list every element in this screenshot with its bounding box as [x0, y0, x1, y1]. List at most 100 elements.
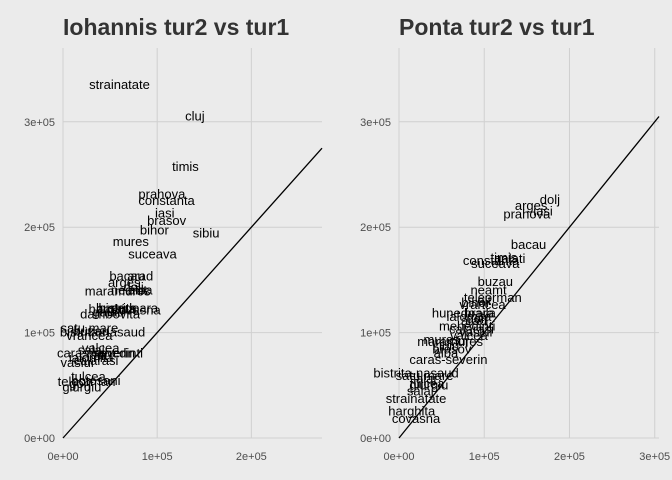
iohannis-point-label: caras-severin: [57, 346, 135, 361]
ponta-point-label: constanta: [463, 253, 520, 268]
ponta-point-label: harghita: [388, 404, 436, 419]
iohannis-point-label: buzau: [74, 324, 109, 339]
iohannis-point-label: salaj: [78, 343, 105, 358]
ponta-point-label: valcea: [450, 328, 488, 343]
iohannis-chart-title: Iohannis tur2 vs tur1: [63, 14, 290, 40]
ponta-point-label: gorj: [467, 311, 489, 326]
iohannis-point-label: satu mare: [60, 320, 118, 335]
ponta-point-label: brasov: [432, 341, 472, 356]
iohannis-point-label: tulcea: [71, 369, 106, 384]
ponta-point-label: caras-severin: [409, 352, 487, 367]
ponta-point-label: maramures: [417, 334, 483, 349]
iohannis-point-label: mehedinti: [87, 346, 143, 361]
ponta-point-label: alba: [434, 346, 459, 361]
ponta-point-label: prahova: [503, 207, 551, 222]
ponta-point-label: timis: [490, 250, 517, 265]
ponta-point-label: olt: [477, 293, 491, 308]
ponta-point-label: bihor: [461, 295, 491, 310]
ponta-x-tick-label: 0e+00: [384, 451, 415, 463]
ponta-point-label: neamt: [470, 282, 507, 297]
iohannis-point-label: prahova: [138, 187, 186, 202]
ponta-point-label: mehedinti: [439, 318, 495, 333]
iohannis-point-label: bihor: [140, 222, 170, 237]
iohannis-point-label: sibiu: [193, 226, 220, 241]
iohannis-point-label: olt: [94, 348, 108, 363]
ponta-point-label: sibiu: [433, 338, 460, 353]
iohannis-point-label: calarasi: [74, 353, 119, 368]
iohannis-point-label: botosani: [71, 373, 120, 388]
iohannis-point-label: mures: [113, 234, 150, 249]
iohannis-point-label: cluj: [185, 109, 205, 124]
ponta-point-label: cluj: [449, 333, 469, 348]
ponta-y-tick-label: 2e+05: [360, 222, 391, 234]
iohannis-point-label: dolj: [124, 279, 144, 294]
ponta-point-label: buzau: [478, 274, 513, 289]
iohannis-reference-line: [62, 147, 323, 439]
ponta-y-tick-label: 1e+05: [360, 328, 391, 340]
ponta-reference-line: [398, 116, 660, 439]
iohannis-x-tick-label: 2e+05: [236, 451, 267, 463]
ponta-y-tick-label: 0e+00: [360, 433, 391, 445]
iohannis-point-label: brasov: [147, 213, 187, 228]
iohannis-point-label: maramures: [85, 283, 151, 298]
iohannis-point-label: bistrita-nasaud: [60, 325, 145, 340]
iohannis-point-label: gorj: [69, 376, 91, 391]
ponta-point-label: arges: [515, 198, 548, 213]
iohannis-point-label: harghita: [88, 301, 136, 316]
ponta-x-tick-label: 1e+05: [469, 451, 500, 463]
iohannis-y-tick-label: 3e+05: [24, 117, 55, 129]
ponta-chart-title: Ponta tur2 vs tur1: [399, 14, 595, 40]
ponta-point-label: bistrita-nasaud: [373, 366, 458, 381]
ponta-point-label: satu mare: [396, 368, 454, 383]
iohannis-point-label: arges: [108, 275, 141, 290]
ponta-point-label: calarasi: [449, 321, 494, 336]
ponta-x-tick-label: 2e+05: [554, 451, 585, 463]
ponta-point-label: tulcea: [410, 376, 445, 391]
iohannis-point-label: valcea: [82, 340, 120, 355]
iohannis-point-label: arad: [127, 269, 153, 284]
iohannis-point-label: teleorman: [58, 374, 116, 389]
iohannis-point-label: suceava: [128, 247, 177, 262]
ponta-point-label: vaslui: [459, 325, 492, 340]
iohannis-point-label: giurgiu: [62, 379, 101, 394]
ponta-point-label: salaj: [409, 371, 436, 386]
ponta-point-label: bacau: [511, 237, 546, 252]
ponta-point-label: braila: [464, 306, 497, 321]
iohannis-point-label: vaslui: [61, 355, 94, 370]
ponta-point-label: arad: [461, 313, 487, 328]
iohannis-y-tick-label: 2e+05: [24, 222, 55, 234]
iohannis-point-label: iasi: [155, 205, 175, 220]
iohannis-x-tick-label: 1e+05: [142, 451, 173, 463]
ponta-point-label: giurgiu: [409, 377, 448, 392]
iohannis-point-label: alba: [128, 282, 153, 297]
ponta-point-label: ialomita: [447, 309, 493, 324]
ponta-point-label: hunedoara: [432, 306, 495, 321]
iohannis-point-label: bacau: [109, 269, 144, 284]
ponta-point-label: covasna: [392, 411, 441, 426]
ponta-point-label: strainatate: [386, 391, 447, 406]
ponta-point-label: vrancea: [459, 297, 506, 312]
iohannis-point-label: timis: [172, 159, 199, 174]
iohannis-y-tick-label: 1e+05: [24, 328, 55, 340]
ponta-point-label: mures: [424, 332, 461, 347]
iohannis-x-tick-label: 0e+00: [48, 451, 79, 463]
ponta-point-label: teleorman: [464, 290, 522, 305]
ponta-point-label: suceava: [471, 256, 520, 271]
iohannis-point-label: neamt: [111, 282, 148, 297]
iohannis-point-label: strainatate: [89, 77, 150, 92]
ponta-point-label: dolj: [540, 192, 560, 207]
iohannis-y-tick-label: 0e+00: [24, 433, 55, 445]
iohannis-point-label: constanta: [138, 193, 195, 208]
ponta-point-label: galati: [494, 251, 525, 266]
ponta-y-tick-label: 3e+05: [360, 117, 391, 129]
iohannis-point-label: dambovita: [80, 307, 141, 322]
ponta-point-label: salaj: [407, 384, 434, 399]
iohannis-point-label: hunedoara: [96, 300, 159, 315]
iohannis-point-label: ialomita: [69, 350, 115, 365]
iohannis-point-label: bistrita: [98, 300, 137, 315]
ponta-x-tick-label: 3e+05: [639, 451, 670, 463]
iohannis-point-label: covasna: [112, 302, 161, 317]
iohannis-point-label: vrancea: [66, 328, 113, 343]
iohannis-point-label: galati: [93, 305, 124, 320]
